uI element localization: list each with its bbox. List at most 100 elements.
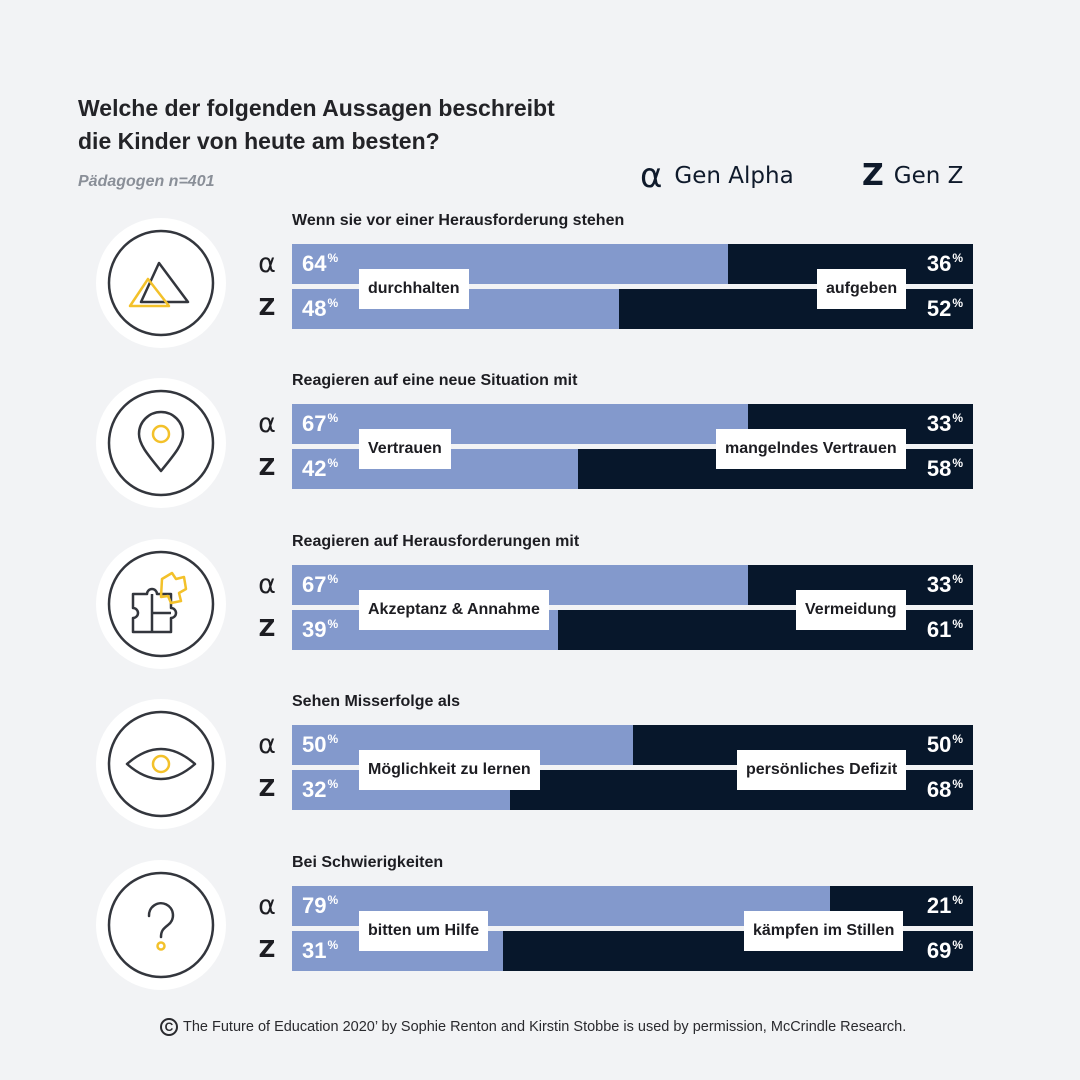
z-row-icon: Z [258, 616, 276, 642]
z-row-icon: Z [258, 937, 276, 963]
bar-divider [292, 444, 973, 449]
percent-label-right: 21% [927, 886, 963, 926]
percent-label-left: 32% [302, 770, 338, 810]
percent-value: 69 [926, 938, 952, 963]
percent-sign: % [952, 617, 963, 631]
bar-divider [292, 926, 973, 931]
right-answer-label: mangelndes Vertrauen [716, 429, 906, 469]
question-block: Wenn sie vor einer Herausforderung stehe… [0, 212, 1080, 372]
copyright-icon: C [160, 1018, 178, 1036]
title-line-2: die Kinder von heute am besten? [78, 128, 440, 154]
percent-sign: % [327, 572, 339, 586]
left-answer-label: bitten um Hilfe [359, 911, 489, 951]
sample-size-label: Pädagogen n=401 [78, 173, 215, 190]
footer-credit: C The Future of Education 2020’ by Sophi… [160, 1018, 906, 1036]
percent-value: 32 [302, 777, 327, 802]
alpha-row-icon: α [258, 408, 276, 439]
location-pin-icon [96, 378, 226, 508]
percent-sign: % [952, 296, 963, 310]
left-answer-label: durchhalten [359, 269, 469, 309]
percent-label-left: 64% [302, 244, 338, 284]
percent-value: 39 [302, 617, 327, 642]
percent-label-left: 67% [302, 565, 338, 605]
percent-label-right: 69% [927, 931, 963, 971]
percent-sign: % [952, 938, 963, 952]
percent-value: 67 [302, 572, 327, 597]
bar-divider [292, 605, 973, 610]
percent-sign: % [952, 572, 963, 586]
percent-value: 50 [926, 732, 952, 757]
puzzle-icon [96, 539, 226, 669]
percent-label-right: 52% [927, 289, 963, 329]
percent-label-left: 50% [302, 725, 338, 765]
percent-sign: % [327, 617, 339, 631]
percent-value: 68 [926, 777, 952, 802]
alpha-row-icon: α [258, 890, 276, 921]
percent-label-left: 48% [302, 289, 338, 329]
percent-label-right: 33% [927, 404, 963, 444]
question-label: Bei Schwierigkeiten [292, 854, 444, 871]
alpha-row-icon: α [258, 569, 276, 600]
eye-icon [96, 699, 226, 829]
z-row-icon: Z [258, 776, 276, 802]
percent-label-left: 79% [302, 886, 338, 926]
percent-value: 42 [302, 456, 327, 481]
left-answer-label: Akzeptanz & Annahme [359, 590, 549, 630]
percent-value: 61 [926, 617, 952, 642]
percent-sign: % [952, 411, 963, 425]
percent-value: 21 [926, 893, 952, 918]
question-block: Reagieren auf Herausforderungen mit α 67% 3… [0, 533, 1080, 693]
right-answer-label: Vermeidung [796, 590, 906, 630]
percent-sign: % [952, 893, 963, 907]
alpha-row-icon: α [258, 248, 276, 279]
percent-label-right: 68% [927, 770, 963, 810]
percent-value: 33 [926, 411, 952, 436]
legend-item-gen-alpha: α Gen Alpha [640, 156, 794, 196]
percent-label-left: 42% [302, 449, 338, 489]
z-icon: Z [862, 158, 884, 193]
left-answer-label: Möglichkeit zu lernen [359, 750, 540, 790]
percent-label-right: 33% [927, 565, 963, 605]
percent-value: 50 [302, 732, 327, 757]
z-row-icon: Z [258, 295, 276, 321]
title-line-1: Welche der folgenden Aussagen beschreibt [78, 95, 555, 121]
percent-label-right: 50% [927, 725, 963, 765]
alpha-row-icon: α [258, 729, 276, 760]
right-answer-label: persönliches Defizit [737, 750, 907, 790]
percent-sign: % [952, 777, 963, 791]
footer-text: The Future of Education 2020’ by Sophie … [183, 1019, 907, 1035]
question-block: Reagieren auf eine neue Situation mit α 67… [0, 372, 1080, 532]
percent-label-left: 31% [302, 931, 338, 971]
legend-item-gen-z: Z Gen Z [862, 156, 963, 196]
percent-value: 79 [302, 893, 327, 918]
percent-sign: % [952, 251, 963, 265]
percent-value: 52 [926, 296, 952, 321]
percent-sign: % [952, 456, 963, 470]
percent-sign: % [327, 411, 339, 425]
bar-segment-positive [292, 244, 728, 284]
percent-value: 36 [926, 251, 952, 276]
percent-value: 33 [926, 572, 952, 597]
percent-label-left: 67% [302, 404, 338, 444]
percent-sign: % [327, 732, 339, 746]
question-label: Reagieren auf Herausforderungen mit [292, 533, 580, 550]
question-label: Wenn sie vor einer Herausforderung stehe… [292, 212, 625, 229]
question-label: Reagieren auf eine neue Situation mit [292, 372, 578, 389]
percent-label-right: 61% [927, 610, 963, 650]
question-block: Bei Schwierigkeiten α 79% 21% Z 31% 69% bitten … [0, 854, 1080, 1014]
percent-sign: % [327, 251, 339, 265]
right-answer-label: kämpfen im Stillen [744, 911, 904, 951]
page-title: Welche der folgenden Aussagen beschreibt… [78, 92, 678, 158]
percent-label-right: 58% [927, 449, 963, 489]
percent-sign: % [327, 777, 339, 791]
percent-sign: % [327, 893, 339, 907]
percent-sign: % [327, 456, 339, 470]
percent-sign: % [327, 938, 339, 952]
bar-divider [292, 765, 973, 770]
question-mark-icon [96, 860, 226, 990]
percent-label-right: 36% [927, 244, 963, 284]
question-label: Sehen Misserfolge als [292, 693, 461, 710]
percent-value: 48 [302, 296, 327, 321]
legend-label-gen-alpha: Gen Alpha [674, 163, 794, 189]
right-answer-label: aufgeben [817, 269, 907, 309]
